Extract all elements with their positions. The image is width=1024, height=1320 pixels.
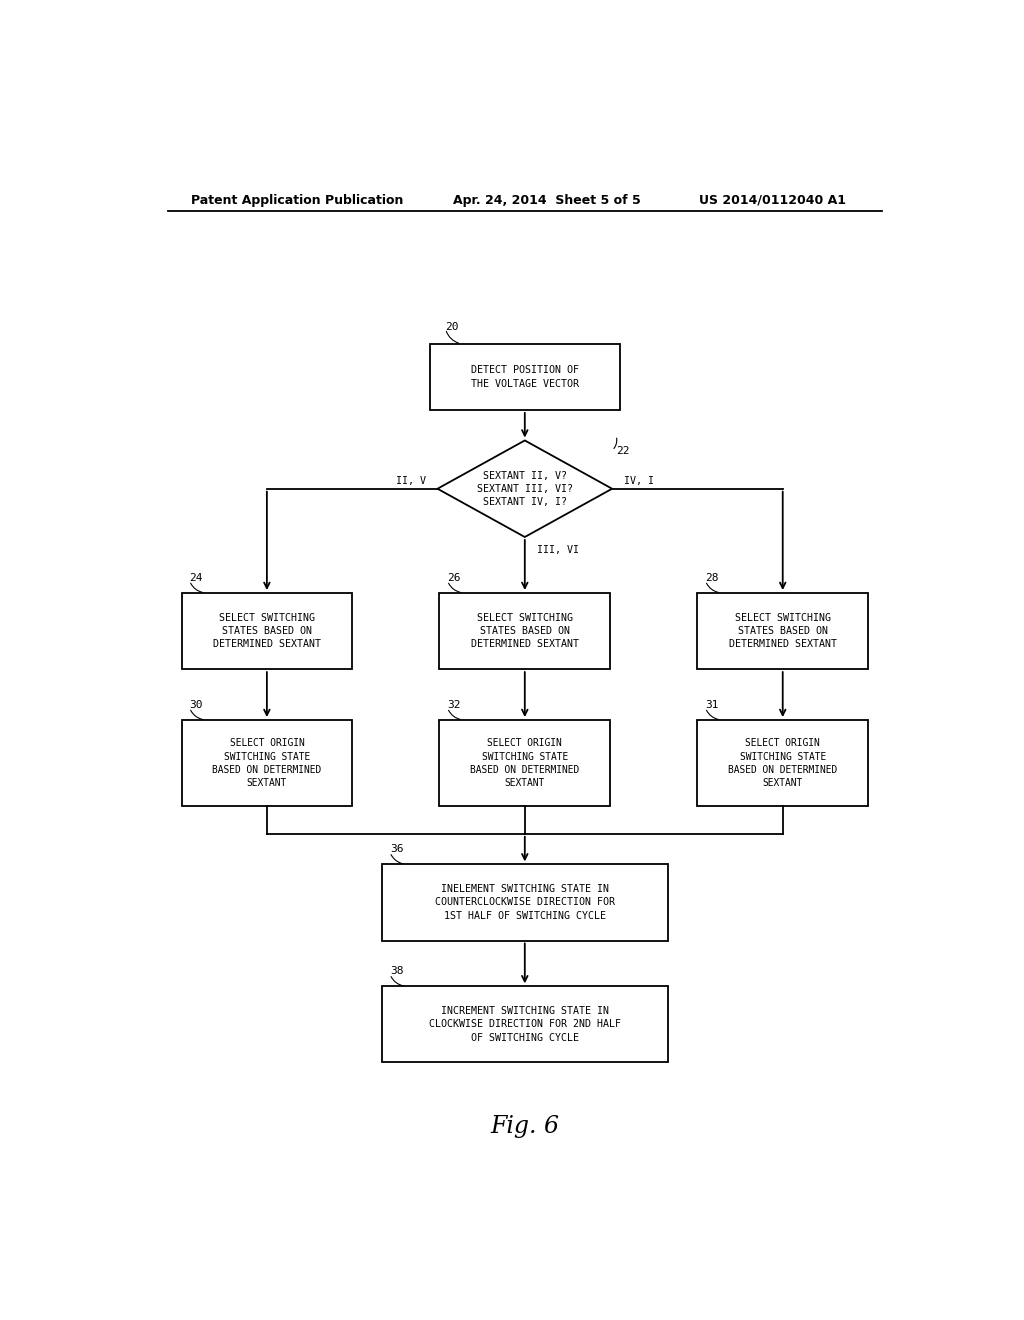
Text: SELECT ORIGIN
SWITCHING STATE
BASED ON DETERMINED
SEXTANT: SELECT ORIGIN SWITCHING STATE BASED ON D… [212, 738, 322, 788]
Text: INELEMENT SWITCHING STATE IN
COUNTERCLOCKWISE DIRECTION FOR
1ST HALF OF SWITCHIN: INELEMENT SWITCHING STATE IN COUNTERCLOC… [435, 884, 614, 920]
Bar [181, 719, 352, 807]
Text: III, VI: III, VI [537, 545, 579, 556]
Text: DETECT POSITION OF
THE VOLTAGE VECTOR: DETECT POSITION OF THE VOLTAGE VECTOR [471, 366, 579, 388]
Text: SELECT SWITCHING
STATES BASED ON
DETERMINED SEXTANT: SELECT SWITCHING STATES BASED ON DETERMI… [729, 612, 837, 649]
Bar [697, 593, 868, 669]
Bar [439, 593, 610, 669]
Text: 28: 28 [706, 573, 719, 582]
Text: 24: 24 [189, 573, 203, 582]
Bar [430, 345, 621, 411]
Text: SELECT SWITCHING
STATES BASED ON
DETERMINED SEXTANT: SELECT SWITCHING STATES BASED ON DETERMI… [213, 612, 321, 649]
Text: SELECT ORIGIN
SWITCHING STATE
BASED ON DETERMINED
SEXTANT: SELECT ORIGIN SWITCHING STATE BASED ON D… [470, 738, 580, 788]
Bar [382, 986, 668, 1063]
Text: Apr. 24, 2014  Sheet 5 of 5: Apr. 24, 2014 Sheet 5 of 5 [454, 194, 641, 207]
Text: 26: 26 [447, 573, 461, 582]
Bar [382, 865, 668, 941]
Text: SEXTANT II, V?
SEXTANT III, VI?
SEXTANT IV, I?: SEXTANT II, V? SEXTANT III, VI? SEXTANT … [477, 470, 572, 507]
Bar [439, 719, 610, 807]
Polygon shape [437, 441, 612, 537]
Bar [697, 719, 868, 807]
Text: 31: 31 [706, 700, 719, 710]
Text: Fig. 6: Fig. 6 [490, 1114, 559, 1138]
Text: 38: 38 [390, 966, 403, 975]
Bar [181, 593, 352, 669]
Text: 36: 36 [390, 843, 403, 854]
Text: 20: 20 [445, 322, 459, 331]
Text: 22: 22 [616, 446, 630, 455]
Text: II, V: II, V [395, 475, 426, 486]
Text: INCREMENT SWITCHING STATE IN
CLOCKWISE DIRECTION FOR 2ND HALF
OF SWITCHING CYCLE: INCREMENT SWITCHING STATE IN CLOCKWISE D… [429, 1006, 621, 1043]
Text: SELECT SWITCHING
STATES BASED ON
DETERMINED SEXTANT: SELECT SWITCHING STATES BASED ON DETERMI… [471, 612, 579, 649]
Text: 32: 32 [447, 700, 461, 710]
Text: IV, I: IV, I [624, 475, 654, 486]
Text: US 2014/0112040 A1: US 2014/0112040 A1 [699, 194, 847, 207]
Text: Patent Application Publication: Patent Application Publication [191, 194, 403, 207]
Text: 30: 30 [189, 700, 203, 710]
Text: SELECT ORIGIN
SWITCHING STATE
BASED ON DETERMINED
SEXTANT: SELECT ORIGIN SWITCHING STATE BASED ON D… [728, 738, 838, 788]
